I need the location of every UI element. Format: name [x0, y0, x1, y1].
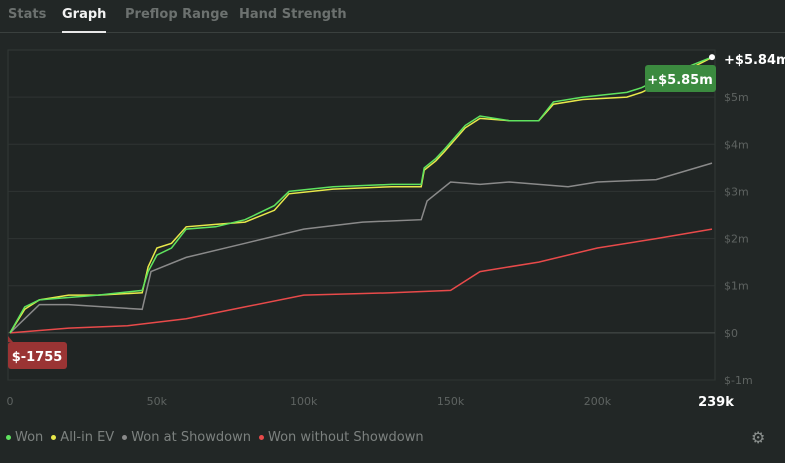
y-tick-label: $5m: [724, 91, 749, 104]
end-tooltip-label: +$5.85m: [647, 73, 713, 88]
tab-stats[interactable]: Stats: [8, 7, 47, 22]
series-line-all-in-ev: [9, 56, 713, 334]
min-tooltip-pointer: [8, 336, 13, 342]
legend-won-without-showdown[interactable]: Won without Showdown: [258, 430, 424, 445]
series-line-won: [9, 56, 713, 334]
y-tick-label: $-1m: [724, 374, 753, 387]
series-line-won-at-showdown: [9, 162, 713, 334]
end-tooltip: [645, 65, 716, 92]
legend: Won All-in EV Won at Showdown Won withou…: [6, 430, 424, 445]
legend-won-at-showdown[interactable]: Won at Showdown: [122, 430, 251, 445]
x-tick-label: 200k: [584, 395, 612, 408]
y-tick-label: $3m: [724, 185, 749, 198]
plot-area: [7, 49, 716, 381]
legend-dot: [6, 435, 11, 440]
tab-hand-strength[interactable]: Hand Strength: [239, 7, 347, 22]
legend-label: Won without Showdown: [267, 430, 424, 445]
tab-bar: Stats Graph Preflop Range Hand Strength: [0, 0, 785, 33]
y-tick-label: $4m: [724, 138, 749, 151]
legend-label: Won at Showdown: [131, 430, 251, 445]
min-tooltip: [8, 342, 67, 369]
legend-label: All-in EV: [60, 430, 115, 445]
legend-dot: [122, 435, 128, 440]
series-line-won-without-showdown: [9, 228, 713, 334]
legend-all-in-ev[interactable]: All-in EV: [51, 430, 114, 445]
min-tooltip-label: $-1755: [12, 350, 63, 365]
x-tick-label: 100k: [290, 395, 318, 408]
y-tick-label: $0: [724, 327, 738, 340]
legend-dot: [258, 435, 264, 440]
tab-preflop-range[interactable]: Preflop Range: [125, 7, 229, 22]
x-end-label: 239k: [698, 395, 734, 410]
legend-won[interactable]: Won: [6, 430, 43, 445]
x-tick-label: 0: [7, 395, 14, 408]
profit-graph: $-1m $0 $1m $2m $3m $4m $5m 0 50k 100k 150k 200k 239…: [7, 49, 785, 410]
end-value-label: +$5.84m: [724, 53, 785, 68]
gear-icon[interactable]: ⚙: [751, 428, 766, 447]
tab-graph[interactable]: Graph: [62, 7, 107, 33]
y-tick-label: $2m: [724, 233, 749, 246]
end-point-marker: [709, 54, 715, 61]
x-tick-label: 150k: [437, 395, 465, 408]
legend-dot: [51, 435, 57, 440]
x-tick-label: 50k: [147, 395, 168, 408]
legend-label: Won: [15, 430, 44, 445]
y-tick-label: $1m: [724, 280, 749, 293]
